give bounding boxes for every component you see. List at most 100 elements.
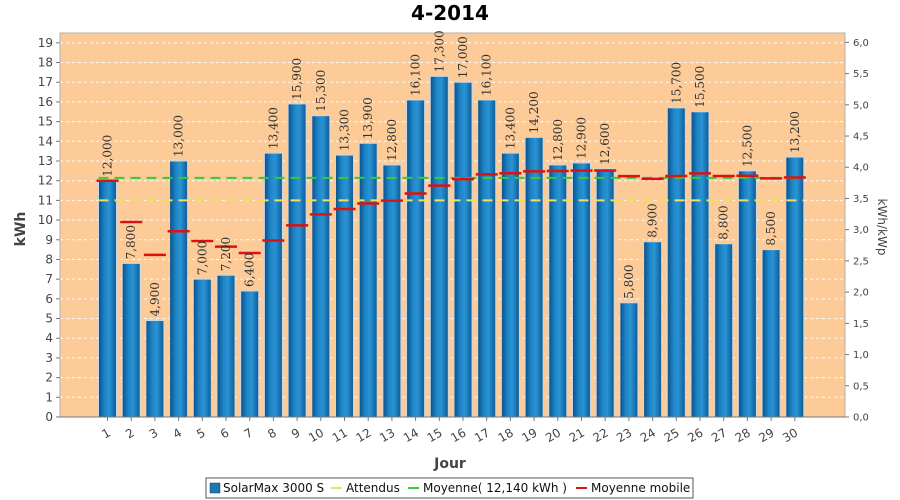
x-tick-label: 12	[353, 425, 373, 445]
y-tick-label: 13	[38, 154, 53, 168]
bar-value-label: 12,800	[385, 119, 399, 161]
y-tick-label: 0	[45, 410, 53, 424]
bar-day-25	[666, 107, 686, 418]
x-tick-label: 5	[194, 425, 208, 441]
y-tick-label: 8	[45, 252, 53, 266]
bar-value-label: 7,000	[195, 241, 209, 275]
bar-value-label: 12,900	[575, 117, 589, 159]
x-tick-label: 23	[614, 425, 634, 445]
bar-value-label: 7,800	[124, 225, 138, 259]
y-tick-label: 10	[38, 213, 53, 227]
chart-title: 4-2014	[411, 1, 489, 25]
x-tick-label: 6	[218, 425, 232, 441]
y-right-tick-label: 3,5	[853, 194, 869, 205]
bar-value-label: 4,900	[148, 282, 162, 316]
bar-day-16	[453, 81, 473, 418]
y-tick-label: 18	[38, 56, 53, 70]
bar-value-label: 15,300	[314, 70, 328, 112]
bar-value-label: 14,200	[527, 91, 541, 133]
x-tick-label: 8	[265, 425, 279, 441]
legend-label-moyenne: Moyenne( 12,140 kWh )	[423, 481, 567, 495]
y-tick-label: 6	[45, 292, 53, 306]
y-right-tick-label: 1,5	[853, 319, 869, 330]
x-tick-label: 26	[685, 425, 705, 445]
bar-day-29	[761, 249, 781, 418]
bar-day-19	[524, 136, 544, 418]
bar-day-23	[619, 302, 639, 418]
bar-value-label: 13,200	[788, 111, 802, 153]
x-tick-label: 7	[242, 425, 256, 441]
bar-day-14	[406, 99, 426, 418]
bar-day-20	[548, 164, 568, 418]
bar-day-6	[216, 274, 236, 418]
bar-day-18	[500, 152, 520, 418]
bar-value-label: 13,400	[503, 107, 517, 149]
y-tick-label: 9	[45, 233, 53, 247]
y-tick-label: 11	[38, 193, 53, 207]
bar-value-label: 13,300	[338, 109, 352, 151]
bar-day-1	[98, 180, 117, 418]
y-tick-label: 14	[38, 134, 53, 148]
legend-box	[205, 477, 694, 499]
bar-value-labels: 12,000 7,800 4,900 13,000 7,000 7,200 6,400 13,…	[101, 30, 802, 316]
bar-value-label: 15,700	[669, 62, 683, 104]
x-tick-label: 17	[472, 425, 492, 445]
x-tick-label: 19	[519, 425, 539, 445]
bar-value-label: 15,900	[290, 58, 304, 100]
bar-value-label: 13,400	[266, 107, 280, 149]
x-tick-label: 3	[147, 425, 161, 441]
y-tick-label: 19	[38, 36, 53, 50]
bar-value-label: 12,000	[101, 135, 115, 177]
bar-value-label: 17,300	[432, 30, 446, 72]
y-right-tick-label: 6,0	[853, 38, 869, 49]
y-tick-label: 7	[45, 272, 53, 286]
x-tick-label: 16	[448, 425, 468, 445]
bar-day-17	[477, 99, 497, 418]
bar-day-30	[785, 156, 805, 418]
bar-value-label: 16,100	[409, 54, 423, 96]
legend: SolarMax 3000 S Attendus Moyenne( 12,140…	[205, 477, 694, 499]
bar-day-9	[287, 103, 307, 418]
x-tick-label: 22	[590, 425, 610, 445]
x-tick-label: 21	[567, 425, 587, 445]
x-tick-label: 25	[662, 425, 682, 445]
x-tick-label: 29	[756, 425, 776, 445]
y-tick-label: 3	[45, 351, 53, 365]
bar-day-28	[737, 170, 757, 418]
x-tick-label: 24	[638, 425, 658, 445]
y-right-tick-label: 2,0	[853, 288, 869, 299]
bar-value-label: 5,800	[622, 264, 636, 298]
y-tick-label: 1	[45, 390, 53, 404]
bar-value-label: 13,000	[172, 115, 186, 157]
bar-day-3	[145, 320, 165, 418]
bar-value-label: 7,200	[219, 237, 233, 271]
bar-day-27	[714, 243, 734, 418]
y-right-tick-label: 0,0	[853, 413, 869, 424]
y-right-tick-label: 3,0	[853, 225, 869, 236]
x-tick-label: 28	[733, 425, 753, 445]
y-right-tick-label: 2,5	[853, 256, 869, 267]
reference-lines	[98, 176, 804, 202]
bar-day-15	[429, 75, 449, 418]
y-tick-label: 17	[38, 75, 53, 89]
bar-day-26	[690, 111, 710, 418]
bar-value-label: 12,600	[598, 123, 612, 165]
y-right-tick-label: 1,0	[853, 350, 869, 361]
bar-day-10	[311, 115, 331, 418]
y-tick-label: 5	[45, 312, 53, 326]
plot-area	[59, 32, 846, 418]
y-right-tick-label: 4,0	[853, 163, 869, 174]
moving-average	[96, 169, 806, 257]
x-tick-label: 11	[330, 425, 350, 445]
y-right-tick-label: 0,5	[853, 381, 869, 392]
legend-label-solarmax: SolarMax 3000 S	[223, 481, 324, 495]
x-tick-label: 4	[170, 425, 184, 441]
y-right-tick-label: 5,5	[853, 69, 869, 80]
bar-day-2	[121, 262, 141, 418]
bar-day-5	[192, 278, 212, 418]
x-tick-label: 20	[543, 425, 563, 445]
bar-value-label: 8,500	[764, 211, 778, 245]
bar-value-label: 17,000	[456, 36, 470, 78]
